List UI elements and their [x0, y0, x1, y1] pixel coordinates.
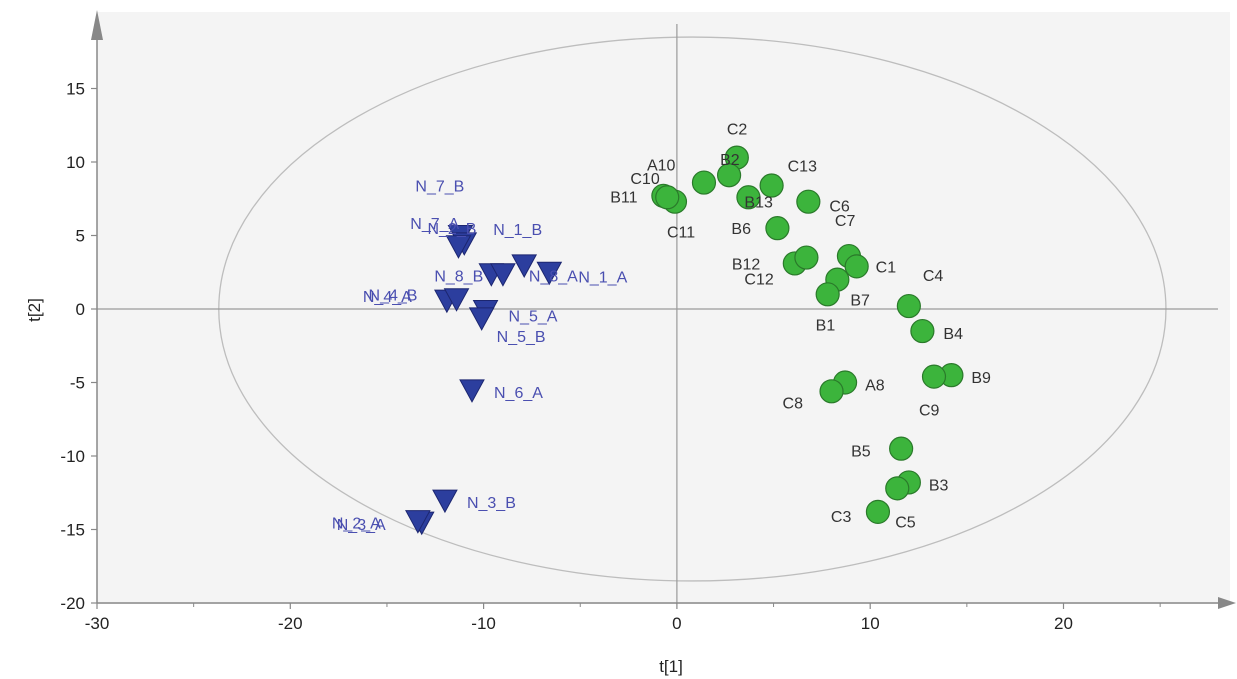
scatter-point-b2	[716, 163, 742, 188]
scatter-point-n-2-a	[405, 510, 431, 534]
point-label-c4: C4	[923, 268, 944, 285]
plot-background	[97, 12, 1230, 604]
y-tick-label: -15	[60, 521, 85, 540]
y-tick-label: 10	[66, 153, 85, 172]
point-label-c7: C7	[835, 213, 856, 230]
scatter-point-n-6-a	[459, 379, 485, 403]
axis-ticks	[91, 87, 1161, 609]
point-label-c9: C9	[919, 403, 940, 420]
point-label-n-5-a: N_5_A	[509, 308, 558, 325]
x-tick-label: 20	[1054, 614, 1073, 633]
y-axis-title: t[2]	[25, 298, 44, 322]
point-label-n-2-b: N_2_B	[427, 221, 476, 238]
y-tick-label: 5	[76, 227, 85, 246]
point-label-n-4-b: N_4_B	[369, 288, 418, 305]
y-tick-label: -5	[70, 374, 85, 393]
point-label-n-2-a: N_2_A	[332, 516, 381, 533]
scatter-point-b1	[815, 282, 840, 307]
scatter-point-n-3-b	[432, 489, 458, 514]
scatter-point-b13	[736, 185, 761, 210]
point-label-c10: C10	[630, 171, 659, 188]
scatter-point-c8	[819, 379, 844, 404]
point-label-b2: B2	[720, 152, 740, 169]
scatter-point-c6	[796, 189, 821, 214]
scatter-point-c12	[794, 245, 819, 270]
scatter-point-c3	[865, 499, 891, 524]
point-label-c13: C13	[788, 159, 817, 176]
x-tick-label: -30	[85, 614, 110, 633]
point-label-n-1-a: N_1_A	[578, 269, 627, 286]
point-label-b3: B3	[929, 477, 949, 494]
y-tick-label: 15	[66, 80, 85, 99]
point-label-n-8-a: N_8_A	[529, 269, 578, 286]
x-axis-arrow	[1218, 597, 1236, 609]
scatter-point-n-2-b	[445, 235, 472, 259]
x-axis-title: t[1]	[659, 657, 683, 676]
scatter-point-c5	[885, 476, 910, 501]
point-label-a8: A8	[865, 378, 885, 395]
point-label-n-7-b: N_7_B	[415, 179, 464, 196]
scatter-point-c13	[759, 173, 784, 198]
point-label-n-7-a: N_7_A	[410, 216, 459, 233]
point-label-b1: B1	[816, 317, 836, 334]
scatter-point-c9	[921, 364, 947, 389]
point-label-c8: C8	[783, 395, 804, 412]
y-tick-label: -20	[60, 594, 85, 613]
point-label-b12: B12	[732, 256, 761, 273]
scatter-point-n-5-b	[468, 307, 495, 331]
point-label-b11: B11	[610, 189, 637, 206]
scatter-point-b4	[910, 318, 935, 344]
point-label-b7: B7	[850, 293, 870, 310]
scatter-point-c4	[896, 293, 921, 319]
point-label-b9: B9	[971, 370, 991, 387]
y-axis-arrow	[91, 10, 103, 40]
scatter-point-c1	[844, 254, 869, 279]
point-label-b13: B13	[744, 194, 773, 211]
scatter-point-b5	[889, 436, 914, 461]
y-tick-label: -10	[60, 447, 85, 466]
point-label-n-5-b: N_5_B	[497, 329, 546, 346]
point-label-c2: C2	[727, 122, 748, 139]
scatter-point-a10	[691, 170, 717, 195]
x-tick-label: 10	[861, 614, 880, 633]
point-label-b6: B6	[731, 221, 751, 238]
scatter-point-b11	[655, 185, 680, 210]
scatter-point-n-1-a	[536, 261, 563, 286]
point-label-n-8-b: N_8_B	[434, 269, 483, 286]
point-label-c6: C6	[829, 199, 850, 216]
point-label-c3: C3	[831, 509, 852, 526]
point-label-c5: C5	[895, 514, 916, 531]
x-tick-label: -20	[278, 614, 303, 633]
y-tick-label: 0	[76, 300, 85, 319]
point-label-c1: C1	[876, 259, 897, 276]
scatter-point-n-1-b	[511, 254, 538, 278]
point-label-c12: C12	[744, 272, 773, 289]
scatter-point-b6	[765, 216, 790, 241]
x-tick-label: 0	[672, 614, 681, 633]
scatter-point-n-8-a	[490, 263, 516, 287]
point-label-n-3-a: N_3_A	[337, 517, 386, 534]
point-label-b5: B5	[851, 444, 871, 461]
point-label-a10: A10	[647, 158, 676, 175]
point-label-n-6-a: N_6_A	[494, 385, 543, 402]
scatter-point-n-4-b	[443, 288, 470, 312]
point-label-b4: B4	[943, 326, 963, 343]
data-point-labels: N_7_B N_7_AN_2_B N_1_B N_8_B N_8_A N_1_A N_4_A…	[332, 122, 991, 535]
point-label-n-1-b: N_1_B	[493, 222, 542, 239]
data-points	[405, 145, 964, 536]
point-label-n-3-b: N_3_B	[467, 495, 516, 512]
point-label-c11: C11	[667, 225, 695, 242]
x-tick-label: -10	[471, 614, 496, 633]
point-label-n-4-a: N_4_A	[363, 289, 412, 306]
